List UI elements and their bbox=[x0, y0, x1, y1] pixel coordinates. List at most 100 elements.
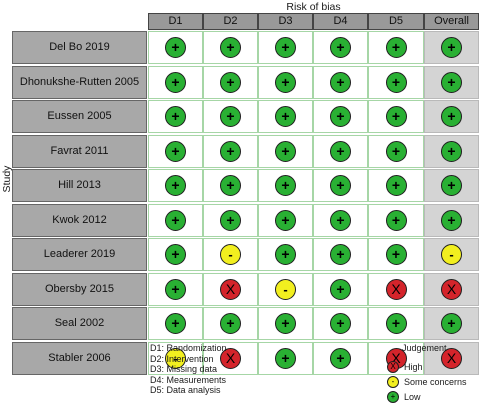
rating-cell: + bbox=[258, 169, 313, 202]
rating-low-icon: + bbox=[330, 37, 351, 58]
rating-cell: X bbox=[424, 272, 479, 306]
rating-cell: + bbox=[203, 31, 258, 64]
rating-low-icon: + bbox=[275, 175, 296, 196]
domain-legend-item-d1: D1: Randomization bbox=[150, 343, 227, 353]
rating-cell: + bbox=[368, 307, 424, 340]
rating-cell: + bbox=[368, 203, 424, 237]
rating-high-icon: X bbox=[441, 347, 462, 369]
rating-cell: + bbox=[313, 238, 368, 271]
rating-cell: + bbox=[203, 307, 258, 340]
rating-low-icon: + bbox=[441, 37, 462, 58]
header-d4: D4 bbox=[313, 13, 368, 30]
study-label: Eussen 2005 bbox=[12, 100, 147, 133]
rating-low-icon: + bbox=[220, 175, 241, 196]
header-overall: Overall bbox=[424, 13, 479, 30]
rating-some-icon: - bbox=[441, 244, 462, 265]
rating-cell: + bbox=[368, 31, 424, 64]
rating-low-icon: + bbox=[220, 209, 241, 231]
rating-low-icon: + bbox=[385, 71, 407, 93]
rating-low-icon: + bbox=[165, 106, 186, 127]
rating-cell: + bbox=[258, 307, 313, 340]
rating-cell: + bbox=[148, 272, 203, 306]
rating-low-icon: + bbox=[385, 313, 407, 334]
rating-low-icon: + bbox=[330, 313, 351, 334]
rating-low-icon: + bbox=[220, 140, 241, 162]
rating-cell: + bbox=[203, 203, 258, 237]
rating-cell: + bbox=[258, 100, 313, 133]
rating-high-icon: X bbox=[220, 278, 241, 300]
rating-low-icon: + bbox=[385, 106, 407, 127]
study-label: Obersby 2015 bbox=[12, 272, 147, 306]
rating-cell: + bbox=[424, 65, 479, 99]
study-label: Dhonukshe-Rutten 2005 bbox=[12, 65, 147, 99]
rating-cell: + bbox=[313, 31, 368, 64]
rating-low-icon: + bbox=[165, 140, 186, 162]
rating-low-icon: + bbox=[330, 175, 351, 196]
rating-low-icon: + bbox=[275, 209, 296, 231]
rating-low-icon: + bbox=[330, 347, 351, 369]
study-label: Stabler 2006 bbox=[12, 341, 147, 375]
header-d2: D2 bbox=[203, 13, 258, 30]
rating-low-icon: + bbox=[330, 278, 351, 300]
rating-low-icon: + bbox=[165, 244, 186, 265]
domain-legend: D1: Randomization D2: Intervention D3: M… bbox=[150, 343, 227, 396]
rating-low-icon: + bbox=[385, 140, 407, 162]
rating-low-icon: + bbox=[441, 313, 462, 334]
rating-low-icon: + bbox=[441, 71, 462, 93]
rating-cell: + bbox=[258, 203, 313, 237]
domain-legend-item-d3: D3: Missing data bbox=[150, 364, 218, 374]
rating-low-icon: + bbox=[385, 175, 407, 196]
rating-cell: + bbox=[424, 169, 479, 202]
rating-cell: + bbox=[148, 65, 203, 99]
judgement-legend-title: Judgement bbox=[402, 343, 447, 353]
rating-cell: X bbox=[203, 272, 258, 306]
rating-cell: + bbox=[258, 134, 313, 168]
rating-low-icon: + bbox=[330, 106, 351, 127]
rating-low-icon: + bbox=[330, 209, 351, 231]
rating-low-icon: + bbox=[275, 71, 296, 93]
rating-high-icon: X bbox=[220, 347, 241, 369]
rating-cell: + bbox=[424, 203, 479, 237]
rating-cell: + bbox=[313, 100, 368, 133]
judgement-some-icon: - bbox=[387, 376, 399, 388]
rating-low-icon: + bbox=[275, 313, 296, 334]
rating-low-icon: + bbox=[275, 347, 296, 369]
rating-low-icon: + bbox=[220, 71, 241, 93]
rating-low-icon: + bbox=[275, 140, 296, 162]
rating-cell: + bbox=[368, 238, 424, 271]
study-label: Seal 2002 bbox=[12, 307, 147, 340]
rating-cell: + bbox=[313, 134, 368, 168]
rating-cell: - bbox=[424, 238, 479, 271]
study-label: Leaderer 2019 bbox=[12, 238, 147, 271]
rating-low-icon: + bbox=[165, 37, 186, 58]
header-d1: D1 bbox=[148, 13, 203, 30]
rating-cell: + bbox=[368, 134, 424, 168]
header-d3: D3 bbox=[258, 13, 313, 30]
rating-low-icon: + bbox=[220, 37, 241, 58]
rating-low-icon: + bbox=[275, 244, 296, 265]
rating-cell: + bbox=[258, 65, 313, 99]
judgement-high-icon: X bbox=[387, 361, 399, 373]
rating-cell: + bbox=[148, 238, 203, 271]
rating-cell: + bbox=[148, 203, 203, 237]
rating-low-icon: + bbox=[220, 313, 241, 334]
rating-low-icon: + bbox=[165, 313, 186, 334]
rating-cell: + bbox=[368, 169, 424, 202]
rating-low-icon: + bbox=[165, 278, 186, 300]
rating-cell: + bbox=[148, 134, 203, 168]
rating-cell: + bbox=[258, 238, 313, 271]
rating-cell: X bbox=[424, 341, 479, 375]
rating-low-icon: + bbox=[441, 106, 462, 127]
rating-low-icon: + bbox=[165, 209, 186, 231]
judgement-label: High bbox=[404, 362, 423, 372]
rating-cell: + bbox=[203, 65, 258, 99]
domain-legend-item-d2: D2: Intervention bbox=[150, 353, 214, 364]
rating-cell: + bbox=[424, 100, 479, 133]
rating-high-icon: X bbox=[385, 278, 407, 300]
rating-some-icon: - bbox=[220, 244, 241, 265]
rating-cell: + bbox=[148, 169, 203, 202]
rating-cell: + bbox=[313, 307, 368, 340]
rating-low-icon: + bbox=[385, 244, 407, 265]
domain-legend-item-d5: D5: Data analysis bbox=[150, 385, 221, 395]
rating-cell: - bbox=[148, 341, 203, 375]
